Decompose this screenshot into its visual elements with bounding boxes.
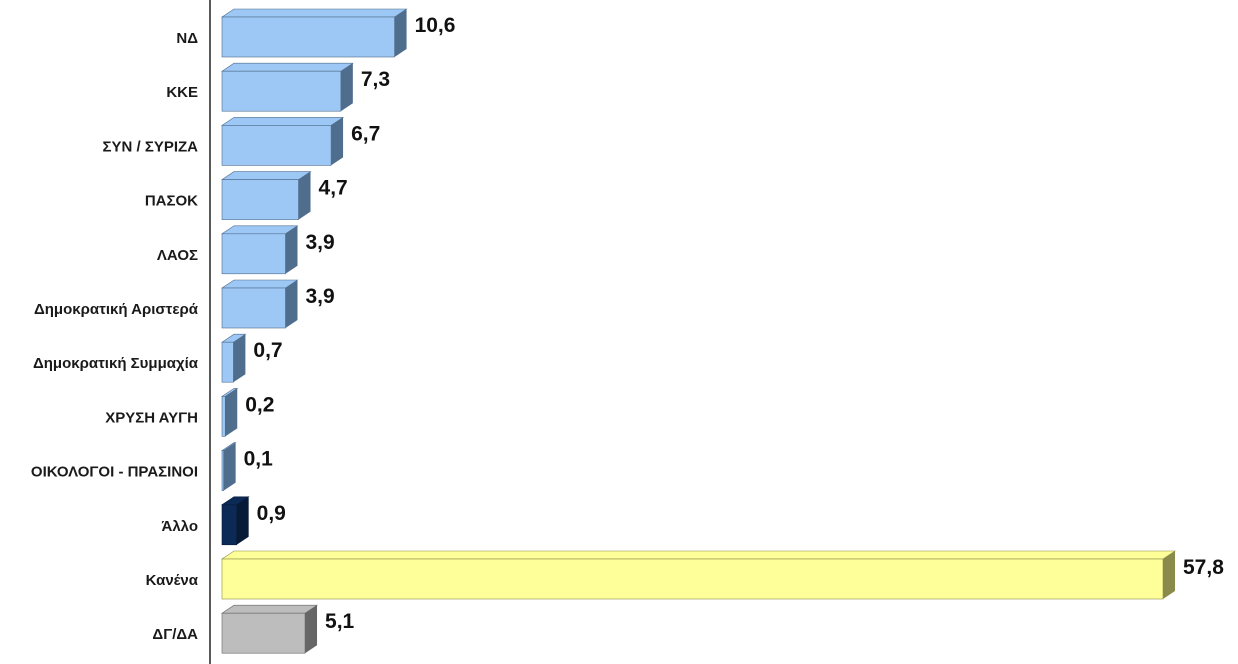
category-label: ΝΔ bbox=[176, 30, 198, 47]
bar-11 bbox=[221, 604, 319, 654]
bar-7 bbox=[221, 388, 239, 437]
bar-front-face bbox=[221, 341, 234, 383]
bar-front-face bbox=[221, 70, 342, 112]
bar-side-face bbox=[285, 225, 298, 274]
bar-side-face bbox=[331, 117, 344, 166]
bar-9 bbox=[221, 496, 250, 546]
category-label: ΛΑΟΣ bbox=[157, 247, 198, 264]
bar-4 bbox=[221, 225, 299, 275]
bar-8 bbox=[221, 442, 237, 491]
bar-front-face bbox=[221, 396, 226, 437]
bar-top-face bbox=[221, 604, 319, 614]
bar-side-face bbox=[223, 442, 236, 491]
value-label: 0,7 bbox=[253, 339, 282, 362]
bar-front-face bbox=[221, 16, 395, 58]
category-label: Κανένα bbox=[146, 572, 199, 589]
bar-side-face bbox=[340, 63, 353, 112]
value-label: 4,7 bbox=[319, 177, 348, 200]
value-label: 57,8 bbox=[1183, 556, 1224, 579]
bar-side-face bbox=[298, 171, 311, 220]
bar-front-face bbox=[221, 450, 224, 491]
bar-top-face bbox=[221, 279, 299, 289]
category-labels-group: ΝΔ ΚΚΕ ΣΥΝ / ΣΥΡΙΖΑ ΠΑΣΟΚ ΛΑΟΣ Δημοκρατική Αρ… bbox=[31, 30, 199, 643]
bar-front-face bbox=[221, 504, 237, 546]
category-label: Άλλο bbox=[162, 518, 199, 535]
value-label: 6,7 bbox=[351, 122, 380, 145]
category-label: ΔΓ/ΔΑ bbox=[152, 626, 198, 643]
value-label: 0,1 bbox=[244, 448, 274, 471]
category-label: ΣΥΝ / ΣΥΡΙΖΑ bbox=[102, 138, 198, 155]
bar-side-face bbox=[305, 605, 318, 654]
bar-10 bbox=[221, 550, 1176, 600]
value-label: 0,2 bbox=[245, 393, 274, 416]
bar-top-face bbox=[221, 550, 1176, 560]
bar-top-face bbox=[221, 117, 345, 126]
bar-front-face bbox=[221, 558, 1164, 600]
bar-front-face bbox=[221, 287, 286, 329]
value-label: 3,9 bbox=[305, 231, 334, 254]
bar-side-face bbox=[285, 280, 298, 328]
bars-group bbox=[221, 8, 1176, 654]
value-label: 10,6 bbox=[415, 14, 456, 37]
value-label: 0,9 bbox=[257, 502, 286, 525]
value-labels-group: 10,6 7,3 6,7 4,7 3,9 3,9 0,7 0,2 0,1 0,9 57,8 5,1 bbox=[244, 14, 1225, 633]
bar-0 bbox=[221, 8, 408, 58]
bar-top-face bbox=[221, 62, 354, 72]
bar-top-face bbox=[221, 8, 408, 18]
value-label: 5,1 bbox=[325, 610, 355, 633]
bar-side-face bbox=[236, 496, 249, 545]
bar-side-face bbox=[394, 9, 407, 57]
bar-5 bbox=[221, 279, 299, 329]
category-label: ΧΡΥΣΗ ΑΥΓΗ bbox=[105, 409, 198, 426]
bar-6 bbox=[221, 333, 247, 383]
bar-front-face bbox=[221, 125, 332, 166]
bar-front-face bbox=[221, 233, 286, 275]
value-label: 3,9 bbox=[305, 285, 334, 308]
value-label: 7,3 bbox=[361, 68, 390, 91]
category-label: Δημοκρατική Συμμαχία bbox=[33, 355, 199, 372]
category-label: Δημοκρατική Αριστερά bbox=[34, 301, 199, 318]
bar-front-face bbox=[221, 179, 299, 220]
bar-1 bbox=[221, 62, 354, 112]
category-label: ΟΙΚΟΛΟΓΟΙ - ΠΡΑΣΙΝΟΙ bbox=[31, 464, 198, 481]
bar-top-face bbox=[221, 171, 312, 180]
category-label: ΠΑΣΟΚ bbox=[145, 193, 198, 210]
bar-side-face bbox=[225, 388, 238, 437]
bar-top-face bbox=[221, 225, 299, 235]
bar-2 bbox=[221, 117, 345, 166]
bar-front-face bbox=[221, 612, 306, 654]
category-label: ΚΚΕ bbox=[166, 84, 198, 101]
bar-3 bbox=[221, 171, 312, 220]
bar-side-face bbox=[233, 334, 246, 383]
bar-side-face bbox=[1163, 551, 1175, 599]
